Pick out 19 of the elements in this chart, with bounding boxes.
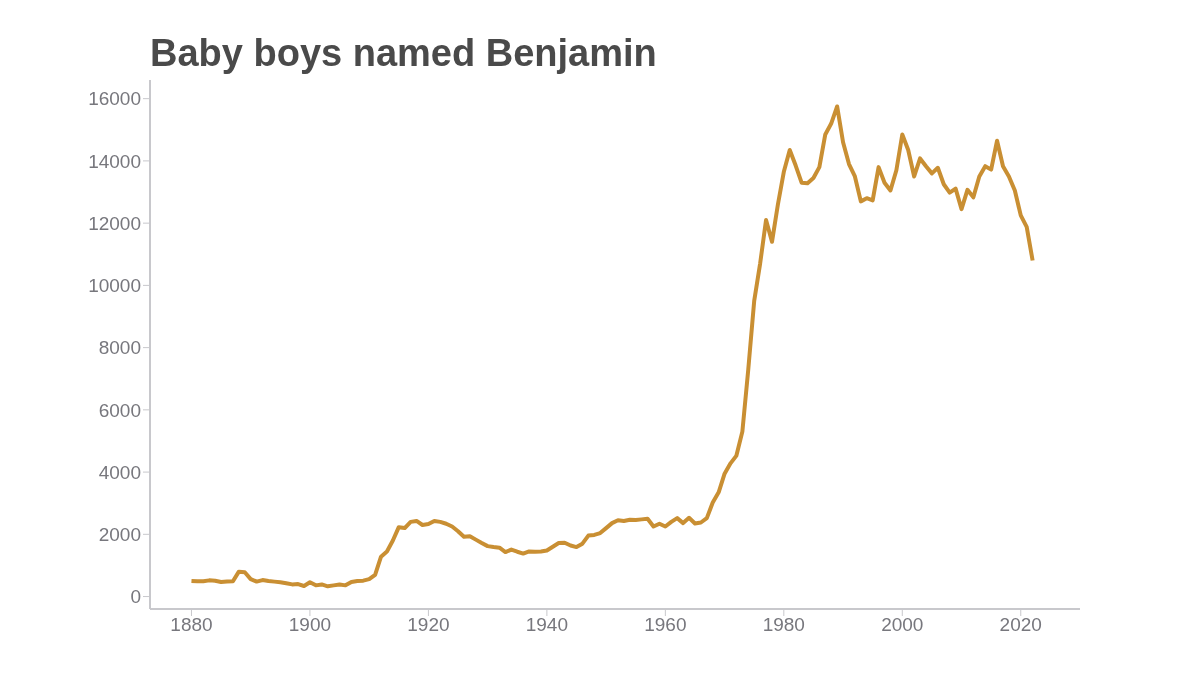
y-tick-label: 16000 [88,88,141,110]
x-tick-label: 1940 [525,614,569,636]
y-tick-label: 14000 [88,150,141,172]
y-tick-label: 4000 [98,461,141,483]
y-tick-label: 0 [130,586,141,608]
y-tick-label: 10000 [88,275,141,297]
y-tick-label: 6000 [98,399,141,421]
x-tick-label: 1920 [407,614,450,636]
y-tick-label: 12000 [88,212,141,234]
x-tick-label: 1980 [762,614,805,636]
y-tick-label: 8000 [98,337,141,359]
x-tick-label: 2020 [999,614,1042,636]
line-series [189,104,1035,589]
x-tick-label: 2000 [881,614,924,636]
x-tick-label: 1880 [170,614,213,636]
y-tick-label: 2000 [98,524,141,546]
chart-title: Baby boys named Benjamin [150,32,657,75]
x-tick-label: 1900 [288,614,332,636]
x-tick-label: 1960 [644,614,687,636]
